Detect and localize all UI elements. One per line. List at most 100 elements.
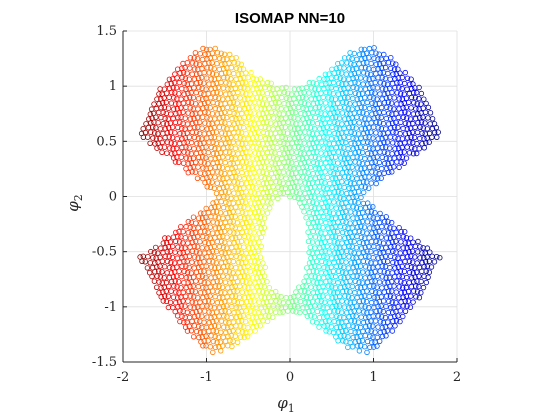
- data-point: [212, 214, 219, 220]
- data-point: [187, 55, 194, 61]
- data-point: [189, 288, 195, 294]
- data-point: [302, 111, 308, 117]
- data-point: [209, 121, 215, 127]
- data-point: [276, 179, 283, 185]
- data-point: [267, 205, 273, 211]
- data-point: [351, 119, 357, 125]
- data-point: [197, 141, 203, 147]
- data-point: [417, 244, 423, 250]
- data-point: [314, 319, 320, 326]
- data-point: [229, 235, 235, 241]
- data-point: [227, 338, 233, 344]
- data-point: [224, 75, 231, 81]
- data-point: [228, 76, 234, 82]
- data-point: [177, 318, 183, 325]
- data-point: [224, 234, 230, 240]
- data-point: [313, 165, 319, 172]
- data-point: [234, 288, 240, 294]
- data-point: [241, 284, 248, 290]
- data-point: [225, 214, 231, 221]
- data-point: [195, 164, 201, 170]
- data-point: [250, 144, 256, 150]
- data-point: [336, 80, 342, 87]
- data-point: [407, 81, 413, 87]
- data-point: [166, 275, 173, 281]
- data-point: [332, 285, 338, 291]
- data-point: [323, 89, 329, 96]
- x-axis-label: φ1: [277, 394, 295, 415]
- data-point: [370, 203, 376, 210]
- data-point: [161, 86, 168, 92]
- data-point: [423, 100, 429, 107]
- data-point: [162, 115, 168, 122]
- data-point: [346, 185, 352, 192]
- data-point: [370, 255, 376, 261]
- data-point: [230, 99, 237, 106]
- data-point: [237, 76, 244, 82]
- data-point: [417, 124, 423, 130]
- data-point: [352, 339, 359, 345]
- data-point: [421, 136, 427, 142]
- data-point: [277, 139, 283, 146]
- data-point: [408, 293, 414, 299]
- data-point: [184, 319, 190, 326]
- data-point: [353, 205, 360, 211]
- data-point: [221, 313, 227, 319]
- data-point: [353, 255, 359, 261]
- data-point: [312, 294, 319, 300]
- data-point: [323, 270, 329, 276]
- data-point: [209, 239, 215, 246]
- data-point: [243, 279, 249, 285]
- data-point: [298, 169, 304, 175]
- data-point: [357, 263, 364, 269]
- data-point: [328, 194, 335, 200]
- data-point: [184, 269, 191, 276]
- data-point: [182, 115, 188, 121]
- data-point: [364, 99, 370, 106]
- data-point: [265, 79, 271, 86]
- data-point: [397, 259, 403, 266]
- data-point: [285, 159, 291, 165]
- data-point: [170, 265, 176, 271]
- data-point: [376, 119, 383, 126]
- data-point: [220, 154, 226, 160]
- data-point: [317, 160, 324, 167]
- data-point: [376, 101, 382, 107]
- data-point: [367, 283, 373, 289]
- data-point: [324, 185, 330, 192]
- data-point: [332, 96, 339, 102]
- data-point: [226, 309, 232, 315]
- data-point: [228, 64, 235, 71]
- data-point: [249, 284, 255, 291]
- data-point: [185, 218, 191, 225]
- data-point: [227, 289, 233, 295]
- data-point: [243, 189, 249, 195]
- data-point: [138, 130, 145, 137]
- data-point: [378, 104, 385, 111]
- data-point: [195, 106, 201, 112]
- data-point: [283, 115, 289, 121]
- data-point: [306, 249, 312, 256]
- data-point: [180, 289, 186, 296]
- data-point: [305, 180, 312, 187]
- y-tick-label: -1: [104, 300, 117, 315]
- data-point: [337, 75, 343, 81]
- data-point: [211, 66, 217, 72]
- data-point: [400, 313, 406, 320]
- data-point: [220, 273, 226, 279]
- data-point: [310, 80, 316, 86]
- data-point: [228, 275, 234, 281]
- data-point: [401, 149, 407, 155]
- data-point: [375, 136, 381, 142]
- data-point: [209, 179, 215, 185]
- data-point: [404, 135, 411, 141]
- data-point: [307, 175, 313, 182]
- data-point: [307, 164, 314, 171]
- data-point: [281, 150, 288, 157]
- data-point: [200, 329, 207, 335]
- data-point: [291, 154, 297, 161]
- data-point: [400, 303, 406, 309]
- data-point: [256, 151, 262, 157]
- data-point: [276, 160, 282, 166]
